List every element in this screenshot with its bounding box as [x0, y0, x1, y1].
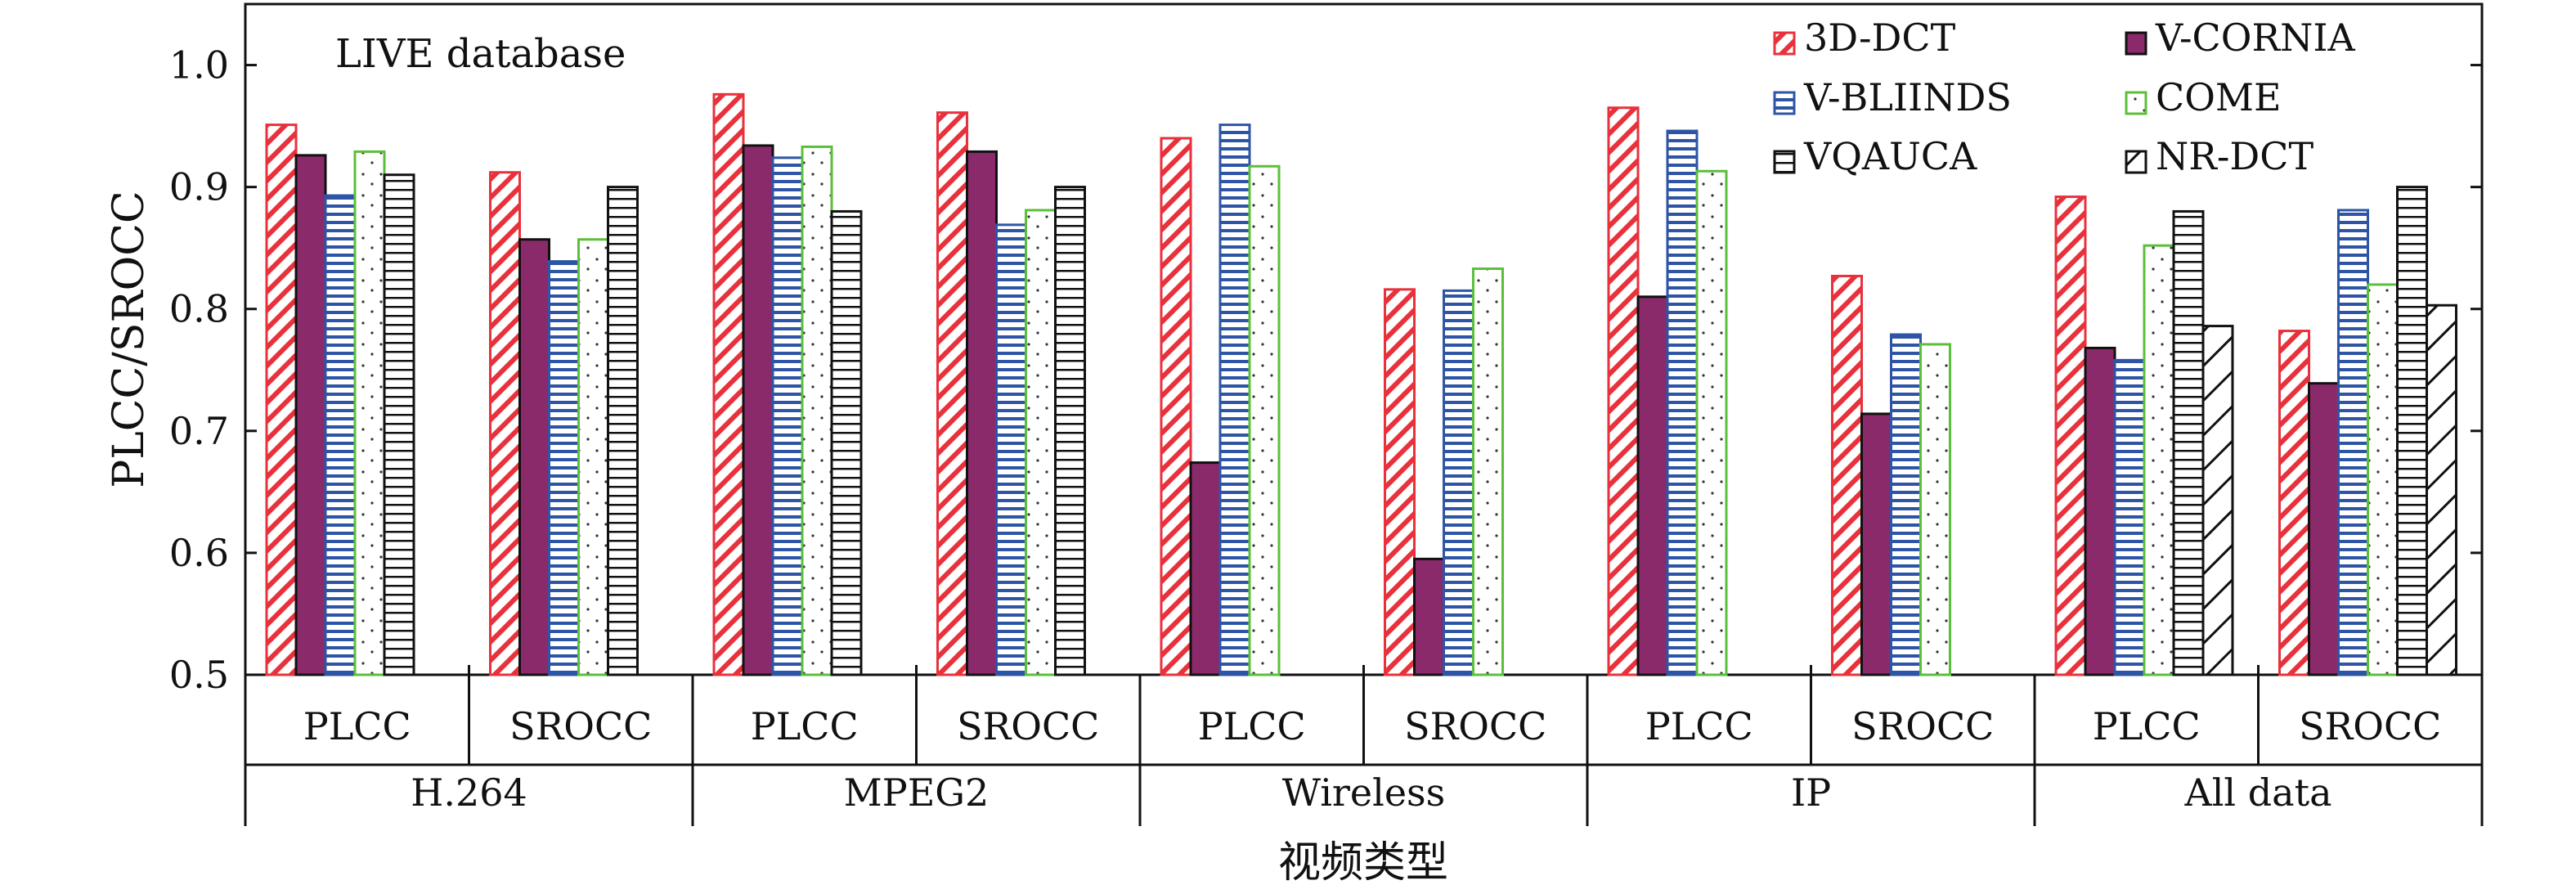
y-tick-label: 1.0 — [169, 43, 229, 88]
bar-vqauca-all-data-srocc — [2396, 186, 2428, 676]
legend-label: V-BLIINDS — [1803, 75, 2012, 119]
legend-swatch — [1773, 150, 1796, 174]
bar-vqauca-h-264-plcc — [383, 173, 415, 676]
bar-v-bliinds-wireless-plcc — [1218, 124, 1251, 676]
bar-come-ip-plcc — [1695, 169, 1728, 676]
bar-v-bliinds-h-264-srocc — [548, 260, 580, 676]
bar-v-cornia-mpeg2-srocc — [966, 150, 998, 676]
bar-v-bliinds-all-data-plcc — [2113, 358, 2146, 676]
x-subcategory-label: PLCC — [303, 704, 411, 748]
x-group-label: MPEG2 — [844, 770, 990, 815]
bar-come-wireless-srocc — [1472, 267, 1504, 676]
bar-nr-dct-all-data-plcc — [2201, 325, 2234, 676]
bar-come-mpeg2-plcc — [801, 145, 833, 676]
legend-label: COME — [2156, 75, 2282, 119]
bar-v-cornia-ip-plcc — [1636, 295, 1669, 676]
bar-3d-dct-h-264-srocc — [489, 171, 521, 676]
x-group-label: H.264 — [411, 770, 527, 815]
bar-3d-dct-ip-srocc — [1831, 274, 1863, 676]
y-tick-label: 0.5 — [169, 653, 229, 697]
bar-3d-dct-ip-plcc — [1607, 106, 1640, 676]
bar-v-cornia-h-264-plcc — [294, 154, 327, 676]
bar-v-bliinds-mpeg2-srocc — [995, 223, 1027, 676]
x-subcategory-label: PLCC — [751, 704, 859, 748]
legend-label: NR-DCT — [2156, 134, 2314, 178]
y-axis-label: PLCC/SROCC — [105, 191, 154, 488]
x-subcategory-label: PLCC — [2093, 704, 2201, 748]
x-subcategory-label: PLCC — [1198, 704, 1306, 748]
bars — [265, 92, 2457, 676]
bar-v-bliinds-wireless-srocc — [1443, 289, 1474, 676]
bar-come-h-264-plcc — [353, 150, 386, 676]
bar-v-bliinds-all-data-srocc — [2337, 209, 2369, 676]
legend-swatch — [2125, 31, 2147, 56]
bar-v-cornia-wireless-plcc — [1189, 461, 1222, 676]
bar-v-cornia-h-264-srocc — [518, 238, 550, 676]
x-group-label: IP — [1791, 770, 1831, 815]
x-group-label: All data — [2183, 770, 2331, 815]
bar-come-all-data-srocc — [2367, 283, 2399, 676]
bar-3d-dct-mpeg2-srocc — [936, 111, 968, 676]
legend: 3D-DCT V-CORNIA V-BLIINDS COME VQAUCA NR-DCT — [1773, 16, 2356, 178]
x-subcategory-label: SROCC — [2299, 704, 2441, 748]
axis-ticks — [245, 64, 2482, 676]
bar-vqauca-mpeg2-srocc — [1054, 186, 1086, 676]
bar-3d-dct-wireless-plcc — [1160, 137, 1192, 676]
x-subcategory-label: SROCC — [1851, 704, 1994, 748]
bar-come-mpeg2-srocc — [1025, 209, 1057, 676]
bar-3d-dct-h-264-plcc — [265, 124, 298, 676]
y-tick-label: 0.6 — [169, 531, 229, 575]
legend-swatch — [1773, 91, 1796, 115]
bar-3d-dct-wireless-srocc — [1384, 288, 1416, 676]
y-tick-label: 0.7 — [169, 409, 229, 453]
legend-label: V-CORNIA — [2155, 16, 2356, 60]
y-tick-label: 0.9 — [169, 165, 229, 209]
bar-v-cornia-all-data-plcc — [2084, 346, 2116, 676]
bar-v-bliinds-ip-plcc — [1666, 129, 1699, 676]
bar-3d-dct-mpeg2-plcc — [712, 92, 745, 676]
legend-label: VQAUCA — [1803, 134, 1977, 178]
legend-label: 3D-DCT — [1804, 16, 1956, 60]
bar-vqauca-mpeg2-plcc — [830, 209, 863, 676]
bar-nr-dct-all-data-srocc — [2426, 303, 2457, 676]
bar-3d-dct-all-data-plcc — [2054, 195, 2087, 676]
bar-come-all-data-plcc — [2143, 244, 2175, 676]
x-subcategory-label: SROCC — [509, 704, 652, 748]
bar-v-cornia-all-data-srocc — [2308, 382, 2340, 676]
legend-swatch — [2125, 91, 2147, 115]
bar-v-cornia-ip-srocc — [1860, 412, 1892, 676]
bar-vqauca-all-data-plcc — [2172, 209, 2205, 676]
legend-swatch — [2125, 150, 2147, 174]
bar-come-h-264-srocc — [577, 238, 609, 676]
bar-v-bliinds-h-264-plcc — [324, 194, 357, 676]
x-axis-label: 视频类型 — [1278, 838, 1448, 887]
bar-come-wireless-plcc — [1248, 164, 1281, 676]
x-subcategory-label: SROCC — [1404, 704, 1546, 748]
x-group-label: Wireless — [1282, 770, 1446, 815]
bar-vqauca-h-264-srocc — [607, 186, 639, 676]
bar-v-cornia-mpeg2-plcc — [742, 144, 774, 676]
chart-annotation: LIVE database — [335, 31, 626, 77]
x-subcategory-label: PLCC — [1645, 704, 1753, 748]
y-tick-label: 0.8 — [169, 287, 229, 331]
bar-v-cornia-wireless-srocc — [1413, 557, 1445, 676]
legend-swatch — [1773, 31, 1796, 56]
x-subcategory-label: SROCC — [957, 704, 1099, 748]
y-tick-labels: 0.5 0.6 0.7 0.8 0.9 1.0 — [169, 43, 229, 697]
bar-v-bliinds-mpeg2-plcc — [771, 156, 804, 676]
bar-come-ip-srocc — [1919, 343, 1951, 676]
bar-v-bliinds-ip-srocc — [1890, 333, 1922, 676]
bar-3d-dct-all-data-srocc — [2278, 330, 2310, 676]
